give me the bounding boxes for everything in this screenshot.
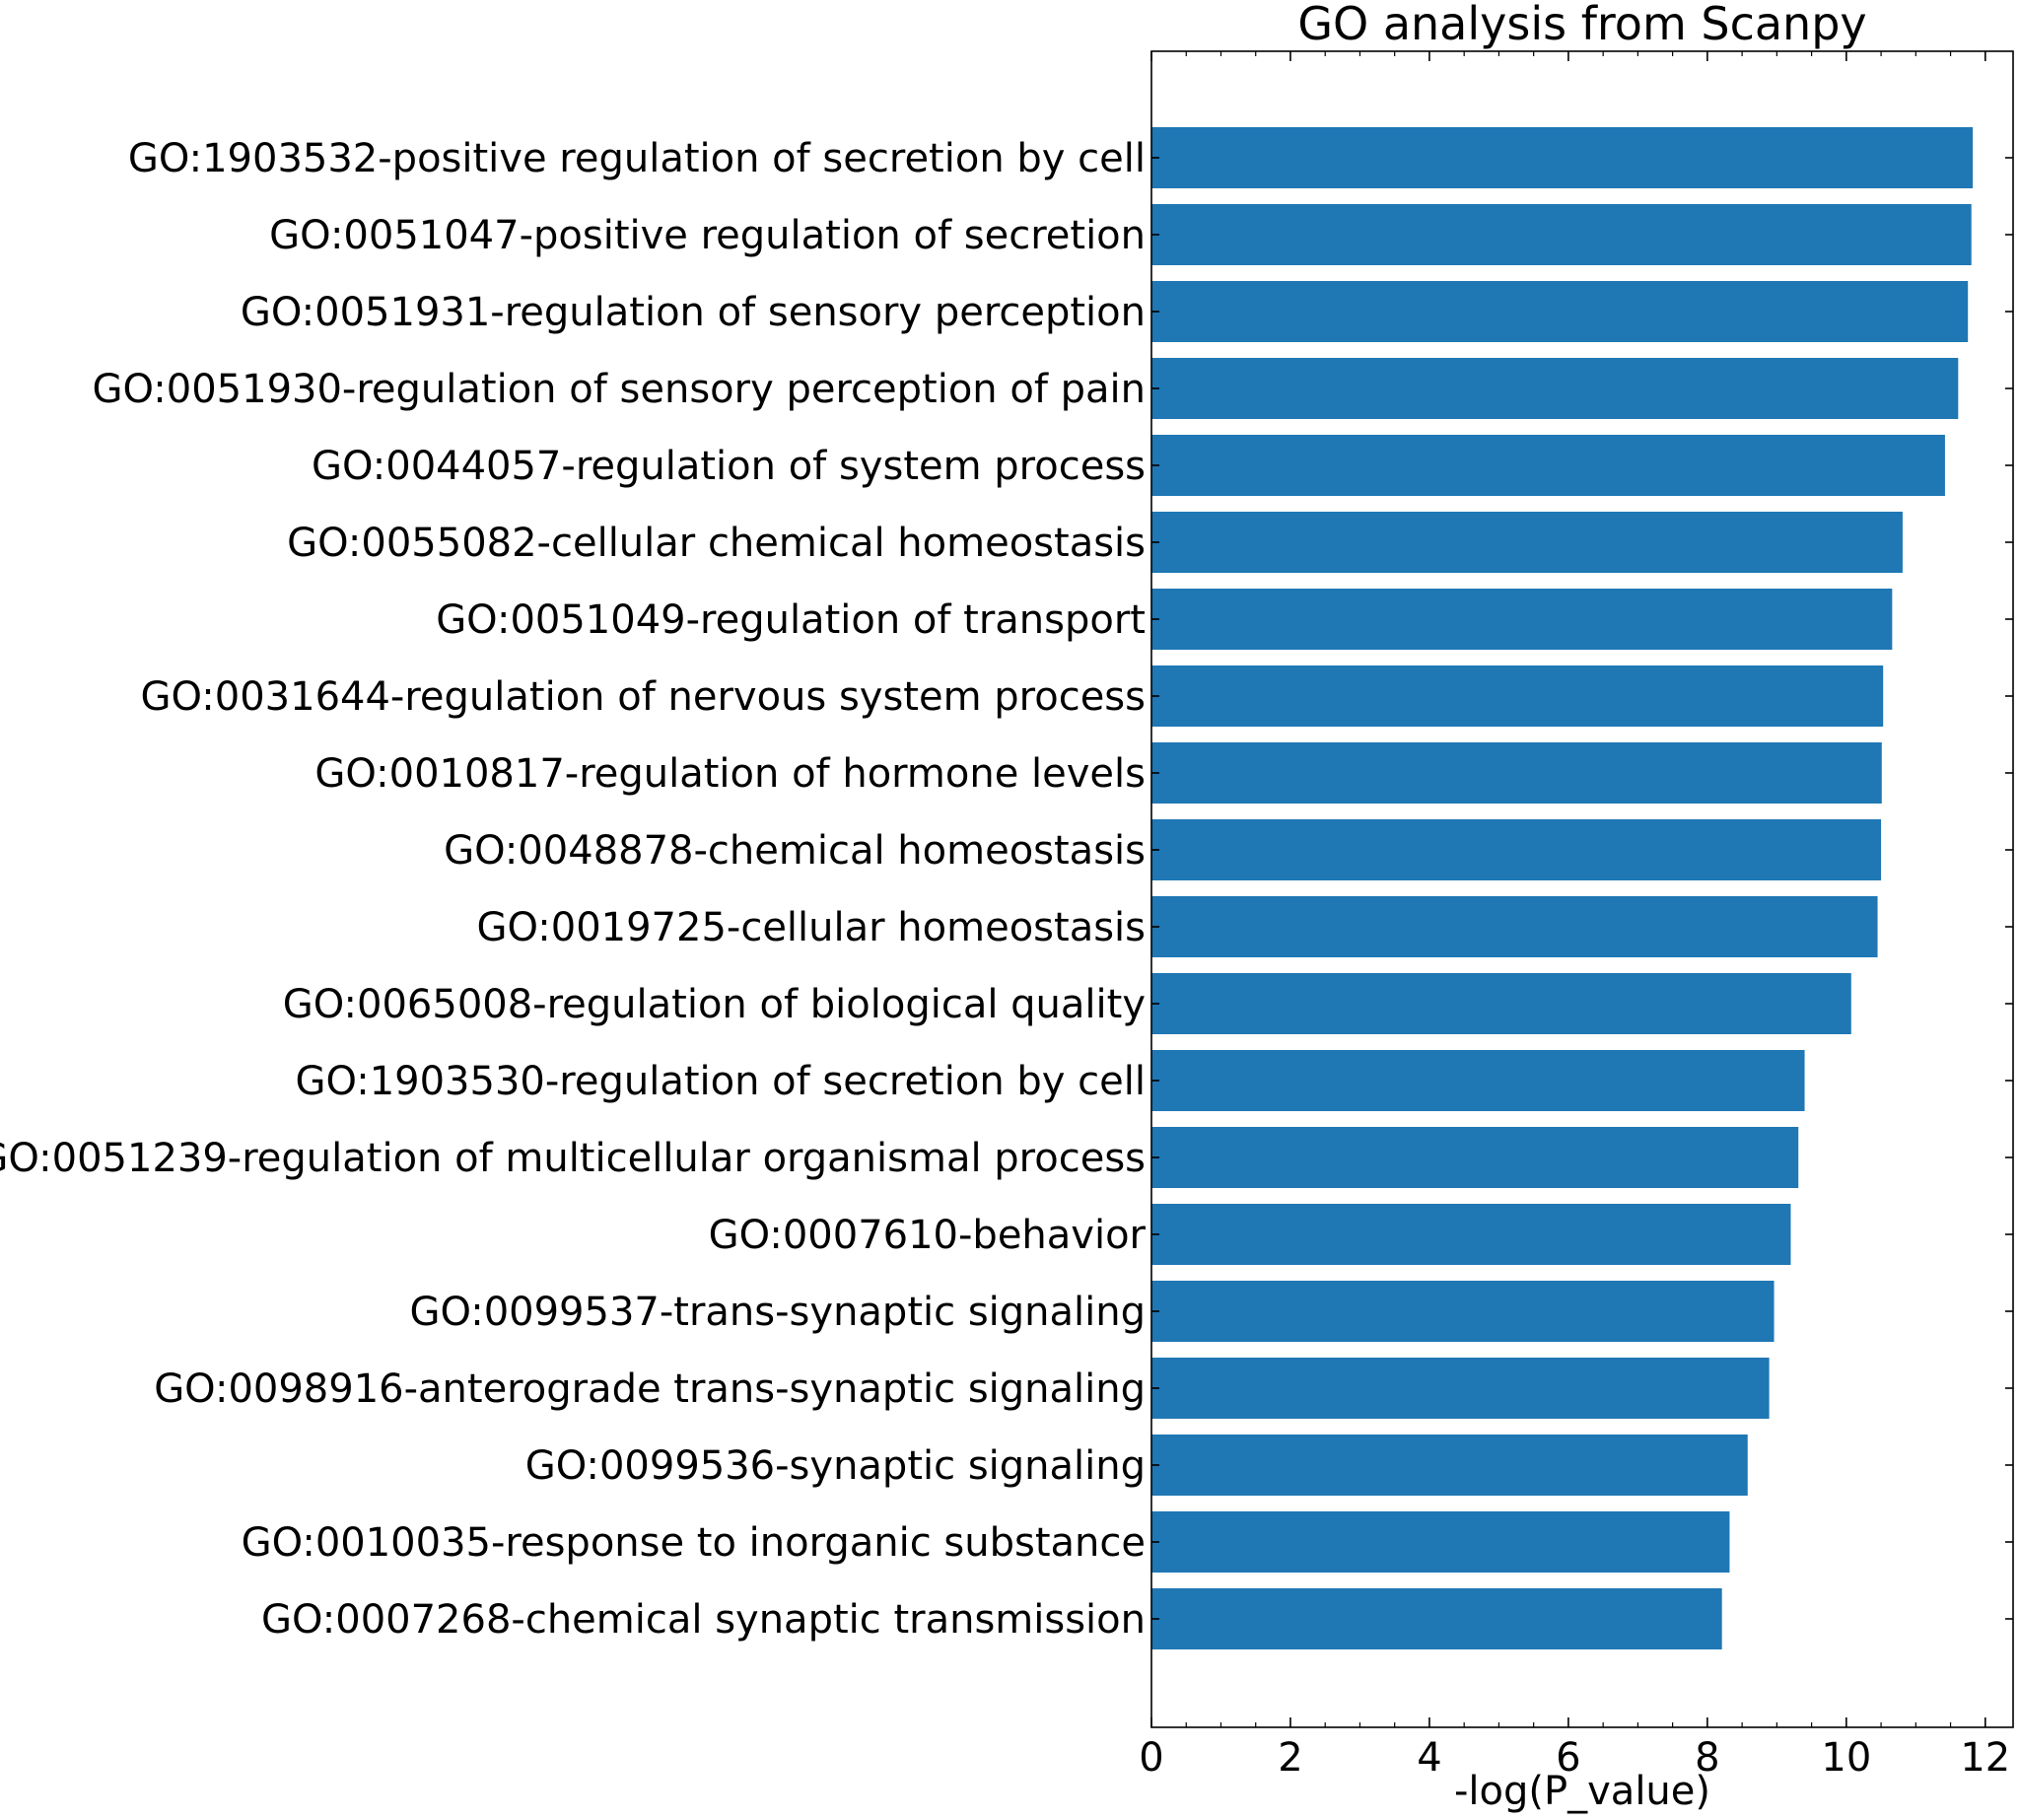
y-tick-label: GO:0055082-cellular chemical homeostasis	[287, 521, 1146, 566]
bar	[1151, 1204, 1791, 1265]
y-tick-label: GO:1903530-regulation of secretion by ce…	[295, 1059, 1146, 1104]
bar	[1151, 127, 1974, 188]
bar	[1151, 665, 1884, 727]
x-tick-label: 8	[1695, 1735, 1719, 1781]
y-tick-label: GO:0048878-chemical homeostasis	[444, 828, 1146, 874]
x-axis-label: -log(P_value)	[1454, 1769, 1710, 1814]
bar	[1151, 435, 1945, 496]
bar	[1151, 819, 1882, 880]
x-tick-label: 0	[1139, 1735, 1163, 1781]
y-tick-label: GO:0099536-synaptic signaling	[525, 1443, 1146, 1489]
y-tick-labels: GO:1903532-positive regulation of secret…	[0, 136, 1147, 1643]
bar	[1151, 358, 1959, 419]
bars-layer	[1151, 127, 1974, 1649]
y-tick-label: GO:0051239-regulation of multicellular o…	[0, 1136, 1146, 1181]
x-tick-label: 4	[1417, 1735, 1441, 1781]
y-tick-label: GO:0010035-response to inorganic substan…	[242, 1520, 1146, 1566]
bar	[1151, 1435, 1748, 1496]
y-tick-label: GO:0010817-regulation of hormone levels	[314, 751, 1146, 797]
chart-title: GO analysis from Scanpy	[1297, 0, 1866, 50]
y-tick-label: GO:0099537-trans-synaptic signaling	[409, 1290, 1146, 1335]
bar	[1151, 1511, 1730, 1573]
y-tick-label: GO:0065008-regulation of biological qual…	[283, 982, 1146, 1027]
x-tick-labels: 0 2 4 6 8 10 12	[1139, 1735, 2010, 1781]
y-tick-label: GO:0031644-regulation of nervous system …	[141, 674, 1146, 720]
y-tick-label: GO:0051047-positive regulation of secret…	[269, 213, 1146, 258]
y-tick-label: GO:0007610-behavior	[709, 1213, 1147, 1258]
y-tick-label: GO:0044057-regulation of system process	[312, 444, 1146, 489]
x-tick-label: 6	[1556, 1735, 1580, 1781]
bar	[1151, 1281, 1775, 1342]
ticks-layer	[1150, 51, 2013, 1727]
y-tick-label: GO:0051930-regulation of sensory percept…	[93, 367, 1146, 412]
bar	[1151, 512, 1903, 573]
bar	[1151, 281, 1969, 342]
y-tick-label: GO:0051049-regulation of transport	[436, 597, 1146, 643]
plot-frame	[1150, 50, 2014, 1728]
x-tick-label: 2	[1278, 1735, 1302, 1781]
bar	[1151, 1588, 1722, 1649]
bar	[1151, 1127, 1799, 1188]
x-tick-label: 10	[1821, 1735, 1871, 1781]
bar	[1151, 1358, 1770, 1419]
bar	[1151, 742, 1882, 804]
y-tick-label: GO:0098916-anterograde trans-synaptic si…	[154, 1366, 1146, 1412]
y-tick-label: GO:0019725-cellular homeostasis	[477, 905, 1147, 950]
y-tick-label: GO:0007268-chemical synaptic transmissio…	[261, 1597, 1146, 1643]
bar	[1151, 1050, 1805, 1111]
bar	[1151, 896, 1878, 957]
x-tick-label: 12	[1960, 1735, 2010, 1781]
y-tick-label: GO:0051931-regulation of sensory percept…	[241, 290, 1146, 335]
bar	[1151, 589, 1893, 650]
bar	[1151, 973, 1851, 1034]
bar	[1151, 204, 1972, 265]
y-tick-label: GO:1903532-positive regulation of secret…	[128, 136, 1146, 181]
